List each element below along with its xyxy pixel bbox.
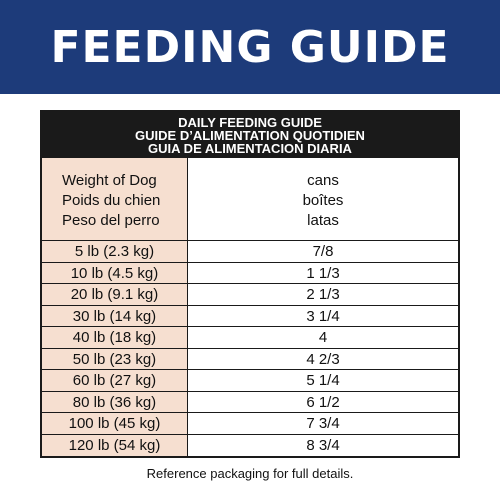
cans-header-en: cans xyxy=(307,172,339,189)
weight-cell: 5 lb (2.3 kg) xyxy=(42,241,188,262)
table-title-fr: GUIDE D’ALIMENTATION QUOTIDIEN xyxy=(135,127,365,143)
cans-cell: 8 3/4 xyxy=(306,436,340,454)
cans-cell: 7/8 xyxy=(312,243,334,260)
table-row: 5 lb (2.3 kg) 7/8 xyxy=(42,241,458,263)
table-row: 30 lb (14 kg) 3 1/4 xyxy=(42,305,458,327)
table-row: 100 lb (45 kg) 7 3/4 xyxy=(42,413,458,435)
column-headers: Weight of Dog Poids du chien Peso del pe… xyxy=(42,158,458,241)
weight-header-fr: Poids du chien xyxy=(62,192,161,209)
weight-cell: 120 lb (54 kg) xyxy=(42,434,188,456)
weight-header-es: Peso del perro xyxy=(62,212,160,229)
page-title: FEEDING GUIDE xyxy=(50,21,450,73)
table-row: 120 lb (54 kg) 8 3/4 xyxy=(42,434,458,456)
weight-cell: 20 lb (9.1 kg) xyxy=(42,284,188,305)
cans-cell: 2 1/3 xyxy=(306,286,340,303)
cans-column-header: cans boîtes latas xyxy=(188,158,458,240)
weight-cell: 50 lb (23 kg) xyxy=(42,348,188,369)
table-title: DAILY FEEDING GUIDE GUIDE D’ALIMENTATION… xyxy=(42,112,458,158)
weight-header-en: Weight of Dog xyxy=(62,172,157,189)
weight-cell: 10 lb (4.5 kg) xyxy=(42,262,188,283)
cans-cell: 4 2/3 xyxy=(306,350,340,368)
table-body: 5 lb (2.3 kg) 7/8 10 lb (4.5 kg) 1 1/3 20 … xyxy=(42,241,458,456)
cans-cell: 4 xyxy=(318,329,328,346)
feeding-table: DAILY FEEDING GUIDE GUIDE D’ALIMENTATION… xyxy=(40,110,460,458)
weight-column-header: Weight of Dog Poids du chien Peso del pe… xyxy=(42,158,188,240)
table-row: 80 lb (36 kg) 6 1/2 xyxy=(42,391,458,413)
table-row: 40 lb (18 kg) 4 xyxy=(42,327,458,349)
table-title-en: DAILY FEEDING GUIDE xyxy=(178,114,322,130)
cans-cell: 6 1/2 xyxy=(306,393,340,411)
weight-cell: 80 lb (36 kg) xyxy=(42,391,188,412)
weight-cell: 30 lb (14 kg) xyxy=(42,305,188,326)
cans-cell: 1 1/3 xyxy=(306,264,340,282)
cans-cell: 7 3/4 xyxy=(306,415,340,432)
title-banner: FEEDING GUIDE xyxy=(0,0,500,94)
weight-cell: 60 lb (27 kg) xyxy=(42,370,188,391)
cans-header-fr: boîtes xyxy=(302,192,344,209)
weight-cell: 100 lb (45 kg) xyxy=(42,413,188,434)
table-row: 50 lb (23 kg) 4 2/3 xyxy=(42,348,458,370)
cans-header-es: latas xyxy=(307,212,339,229)
table-row: 20 lb (9.1 kg) 2 1/3 xyxy=(42,284,458,306)
table-title-es: GUIA DE ALIMENTACION DIARIA xyxy=(148,140,352,156)
footnote: Reference packaging for full details. xyxy=(146,466,354,481)
cans-cell: 3 1/4 xyxy=(306,307,340,325)
weight-cell: 40 lb (18 kg) xyxy=(42,327,188,348)
table-row: 60 lb (27 kg) 5 1/4 xyxy=(42,370,458,392)
cans-cell: 5 1/4 xyxy=(306,372,340,389)
table-row: 10 lb (4.5 kg) 1 1/3 xyxy=(42,262,458,284)
